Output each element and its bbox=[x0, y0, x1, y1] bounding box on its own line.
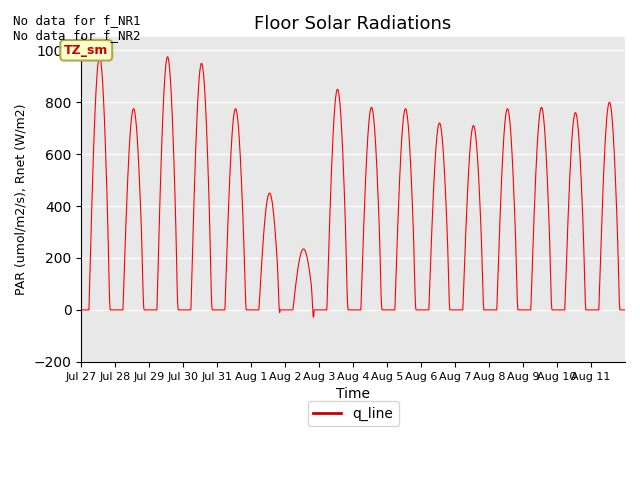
Text: No data for f_NR1
No data for f_NR2: No data for f_NR1 No data for f_NR2 bbox=[13, 14, 140, 42]
Text: TZ_sm: TZ_sm bbox=[64, 44, 108, 57]
Y-axis label: PAR (umol/m2/s), Rnet (W/m2): PAR (umol/m2/s), Rnet (W/m2) bbox=[15, 104, 28, 295]
Title: Floor Solar Radiations: Floor Solar Radiations bbox=[255, 15, 452, 33]
X-axis label: Time: Time bbox=[336, 387, 370, 401]
Legend: q_line: q_line bbox=[308, 401, 399, 426]
